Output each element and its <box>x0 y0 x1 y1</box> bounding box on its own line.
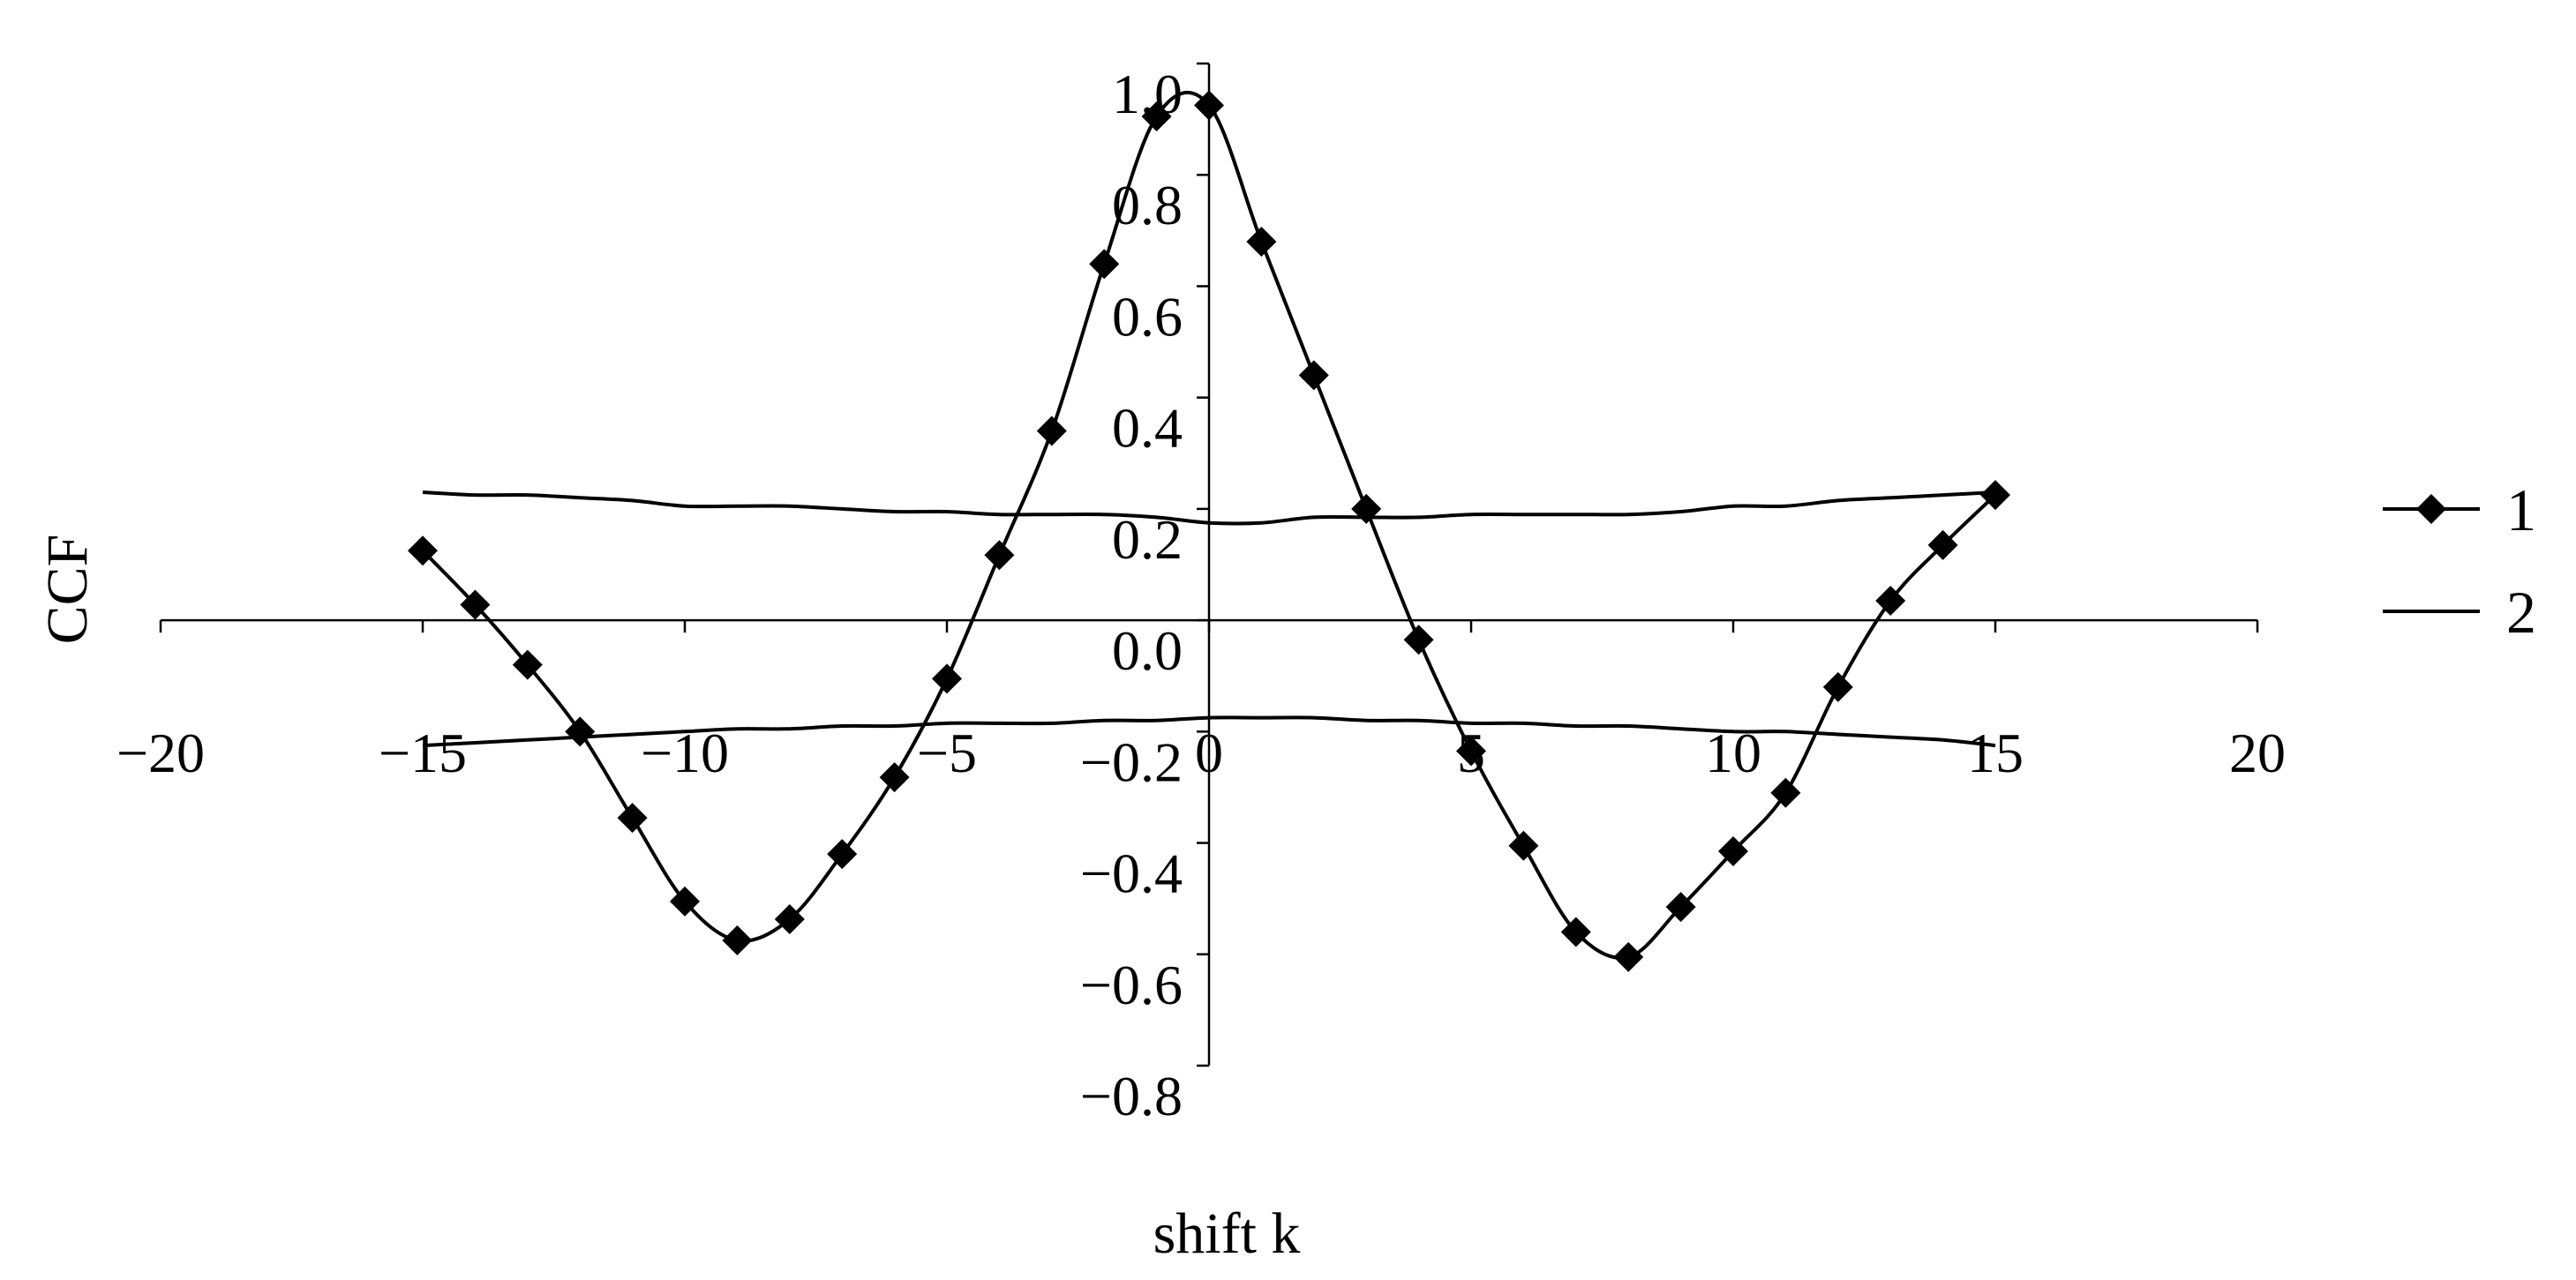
y-tick-label: −0.6 <box>1080 954 1183 1016</box>
series-1-point <box>1089 249 1120 280</box>
series <box>408 90 2010 972</box>
series-1-point <box>1351 493 1382 524</box>
series-1-point <box>827 839 858 870</box>
x-tick-label: 0 <box>1195 722 1223 784</box>
axes <box>159 62 2259 1067</box>
series-1-point <box>1665 892 1696 923</box>
series-1-point <box>670 886 700 917</box>
series-1-point <box>617 803 648 834</box>
y-tick-label: 0.4 <box>1112 397 1183 460</box>
legend-entry-2: 2 <box>2383 579 2536 646</box>
legend: 12 <box>2383 476 2536 646</box>
series-1-point <box>1980 480 2010 511</box>
series-1-point <box>1927 529 1958 560</box>
series-1-point <box>722 925 753 955</box>
series-1-point <box>408 535 438 566</box>
y-tick-label: 0.0 <box>1112 619 1183 682</box>
y-tick-label: −0.2 <box>1080 730 1183 793</box>
x-tick-label: −15 <box>379 722 467 784</box>
series-1 <box>408 90 2010 972</box>
series-1-point <box>1613 941 1644 972</box>
x-axis-title: shift k <box>1153 1201 1301 1266</box>
series-1-point <box>460 589 491 620</box>
tick-labels: −20−15−10−505101520−0.8−0.6−0.4−0.20.00.… <box>116 63 2286 1127</box>
series-1-point <box>1141 101 1172 131</box>
series-1-point <box>1194 90 1224 121</box>
series-2 <box>422 490 1996 748</box>
series-1-point <box>1246 226 1277 257</box>
series-1-point <box>1770 777 1801 808</box>
x-tick-label: −20 <box>116 722 205 784</box>
x-tick-label: 20 <box>2229 722 2286 784</box>
legend-label: 2 <box>2506 579 2536 646</box>
series-1-point <box>1298 360 1329 391</box>
series-1-point <box>1456 736 1486 767</box>
series-1-point <box>1822 671 1853 702</box>
legend-entry-1: 1 <box>2383 476 2536 543</box>
y-tick-label: −0.8 <box>1080 1065 1183 1127</box>
y-axis-title: CCF <box>35 535 100 645</box>
x-tick-label: 15 <box>1967 722 2024 784</box>
series-1-point <box>1875 586 1906 617</box>
series-1-point <box>774 904 805 935</box>
series-2-line-lower <box>422 715 1996 748</box>
x-tick-label: −5 <box>917 722 977 784</box>
series-1-point <box>1508 830 1539 861</box>
series-1-point <box>932 663 962 694</box>
legend-label: 1 <box>2506 476 2536 543</box>
series-1-point <box>1718 836 1748 867</box>
y-tick-label: 0.6 <box>1112 285 1183 348</box>
series-1-point <box>1403 625 1434 655</box>
series-1-point <box>565 716 596 747</box>
series-1-point <box>512 649 543 680</box>
series-1-point <box>879 762 910 793</box>
y-tick-label: −0.4 <box>1080 842 1183 905</box>
series-2-line-upper <box>422 490 1996 526</box>
legend-marker <box>2416 494 2446 524</box>
series-1-point <box>1560 917 1591 947</box>
series-1-point <box>984 540 1015 571</box>
series-1-point <box>1036 415 1067 446</box>
